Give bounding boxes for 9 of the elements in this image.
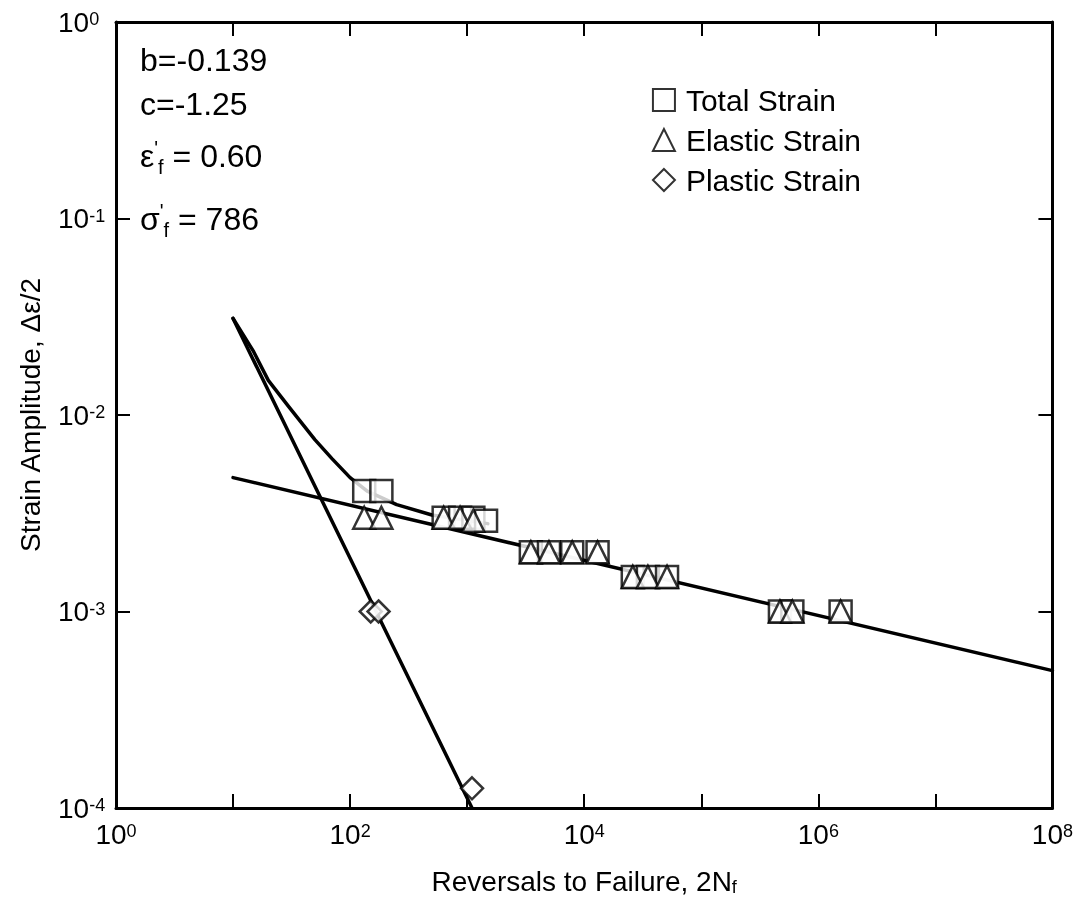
annotation: ε$^{'}$$_{f}$ = 0.60 xyxy=(140,136,264,181)
x-axis-title: Reversals to Failure, 2Nf xyxy=(431,865,738,897)
annotation: b=-0.139 xyxy=(140,41,268,80)
legend-label: Elastic Strain xyxy=(685,123,862,157)
legend-label: Total Strain xyxy=(685,83,837,117)
annotation: c=-1.25 xyxy=(140,85,249,124)
annotation: σ$^{'}$$_{f}$ = 786 xyxy=(140,199,260,244)
y-axis-title: Strain Amplitude, Δε/2 xyxy=(14,278,46,552)
legend-label: Plastic Strain xyxy=(685,163,862,197)
